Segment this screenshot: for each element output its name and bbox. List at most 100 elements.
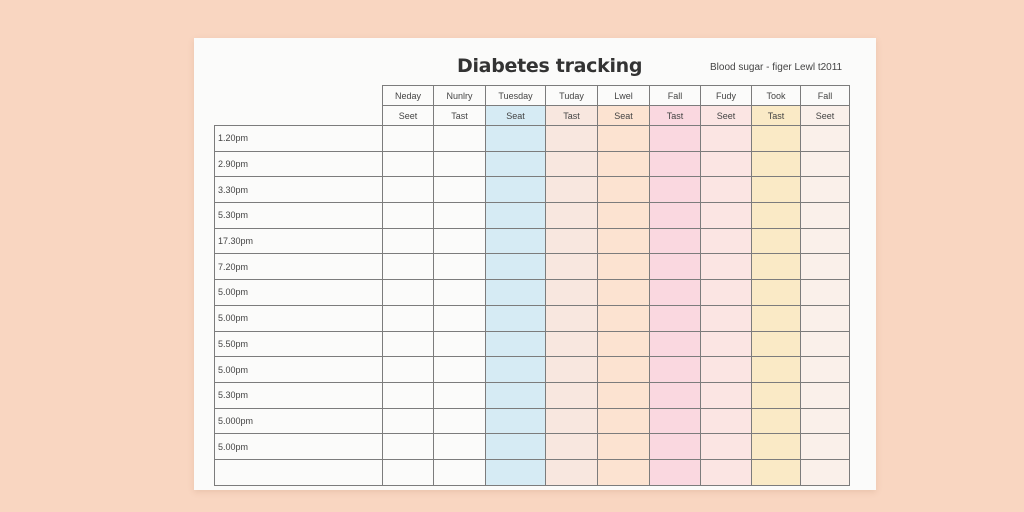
reading-cell[interactable] <box>433 125 486 152</box>
reading-cell[interactable] <box>382 202 434 229</box>
reading-cell[interactable] <box>649 330 701 358</box>
reading-cell[interactable] <box>751 253 801 281</box>
reading-cell[interactable] <box>382 381 434 409</box>
reading-cell[interactable] <box>700 125 752 152</box>
reading-cell[interactable] <box>545 356 598 383</box>
reading-cell[interactable] <box>485 227 546 255</box>
reading-cell[interactable] <box>597 279 650 306</box>
reading-cell[interactable] <box>433 279 486 306</box>
reading-cell[interactable] <box>433 227 486 255</box>
reading-cell[interactable] <box>382 356 434 383</box>
reading-cell[interactable] <box>545 125 598 152</box>
reading-cell[interactable] <box>800 227 850 255</box>
reading-cell[interactable] <box>751 458 801 486</box>
reading-cell[interactable] <box>800 407 850 435</box>
reading-cell[interactable] <box>751 279 801 306</box>
reading-cell[interactable] <box>649 150 701 178</box>
reading-cell[interactable] <box>597 330 650 358</box>
reading-cell[interactable] <box>649 433 701 460</box>
reading-cell[interactable] <box>433 433 486 460</box>
reading-cell[interactable] <box>485 458 546 486</box>
reading-cell[interactable] <box>649 202 701 229</box>
reading-cell[interactable] <box>485 356 546 383</box>
reading-cell[interactable] <box>382 253 434 281</box>
reading-cell[interactable] <box>433 407 486 435</box>
reading-cell[interactable] <box>700 279 752 306</box>
reading-cell[interactable] <box>433 150 486 178</box>
reading-cell[interactable] <box>597 458 650 486</box>
reading-cell[interactable] <box>800 381 850 409</box>
reading-cell[interactable] <box>545 381 598 409</box>
reading-cell[interactable] <box>700 433 752 460</box>
reading-cell[interactable] <box>751 407 801 435</box>
reading-cell[interactable] <box>597 356 650 383</box>
reading-cell[interactable] <box>597 304 650 332</box>
reading-cell[interactable] <box>649 304 701 332</box>
reading-cell[interactable] <box>485 176 546 204</box>
reading-cell[interactable] <box>800 202 850 229</box>
reading-cell[interactable] <box>649 253 701 281</box>
reading-cell[interactable] <box>597 150 650 178</box>
reading-cell[interactable] <box>382 433 434 460</box>
reading-cell[interactable] <box>700 176 752 204</box>
reading-cell[interactable] <box>800 304 850 332</box>
reading-cell[interactable] <box>382 279 434 306</box>
reading-cell[interactable] <box>597 253 650 281</box>
reading-cell[interactable] <box>700 458 752 486</box>
reading-cell[interactable] <box>545 433 598 460</box>
reading-cell[interactable] <box>485 407 546 435</box>
reading-cell[interactable] <box>700 304 752 332</box>
reading-cell[interactable] <box>433 330 486 358</box>
reading-cell[interactable] <box>700 407 752 435</box>
reading-cell[interactable] <box>597 227 650 255</box>
reading-cell[interactable] <box>597 176 650 204</box>
reading-cell[interactable] <box>700 150 752 178</box>
reading-cell[interactable] <box>700 227 752 255</box>
reading-cell[interactable] <box>751 227 801 255</box>
reading-cell[interactable] <box>545 253 598 281</box>
reading-cell[interactable] <box>751 304 801 332</box>
reading-cell[interactable] <box>700 330 752 358</box>
reading-cell[interactable] <box>545 227 598 255</box>
reading-cell[interactable] <box>597 433 650 460</box>
reading-cell[interactable] <box>485 202 546 229</box>
reading-cell[interactable] <box>800 279 850 306</box>
reading-cell[interactable] <box>800 458 850 486</box>
reading-cell[interactable] <box>751 330 801 358</box>
reading-cell[interactable] <box>382 125 434 152</box>
reading-cell[interactable] <box>597 407 650 435</box>
reading-cell[interactable] <box>545 458 598 486</box>
reading-cell[interactable] <box>800 150 850 178</box>
reading-cell[interactable] <box>433 202 486 229</box>
reading-cell[interactable] <box>485 279 546 306</box>
reading-cell[interactable] <box>700 381 752 409</box>
reading-cell[interactable] <box>800 356 850 383</box>
reading-cell[interactable] <box>485 125 546 152</box>
reading-cell[interactable] <box>751 356 801 383</box>
reading-cell[interactable] <box>485 150 546 178</box>
reading-cell[interactable] <box>433 176 486 204</box>
reading-cell[interactable] <box>545 330 598 358</box>
reading-cell[interactable] <box>649 407 701 435</box>
reading-cell[interactable] <box>649 125 701 152</box>
reading-cell[interactable] <box>433 304 486 332</box>
reading-cell[interactable] <box>751 176 801 204</box>
reading-cell[interactable] <box>751 381 801 409</box>
reading-cell[interactable] <box>597 125 650 152</box>
reading-cell[interactable] <box>485 304 546 332</box>
reading-cell[interactable] <box>649 356 701 383</box>
reading-cell[interactable] <box>382 330 434 358</box>
reading-cell[interactable] <box>545 304 598 332</box>
reading-cell[interactable] <box>433 253 486 281</box>
reading-cell[interactable] <box>597 381 650 409</box>
reading-cell[interactable] <box>800 330 850 358</box>
reading-cell[interactable] <box>485 381 546 409</box>
reading-cell[interactable] <box>800 433 850 460</box>
reading-cell[interactable] <box>433 356 486 383</box>
reading-cell[interactable] <box>800 253 850 281</box>
reading-cell[interactable] <box>433 458 486 486</box>
reading-cell[interactable] <box>433 381 486 409</box>
reading-cell[interactable] <box>649 227 701 255</box>
reading-cell[interactable] <box>649 381 701 409</box>
reading-cell[interactable] <box>485 433 546 460</box>
